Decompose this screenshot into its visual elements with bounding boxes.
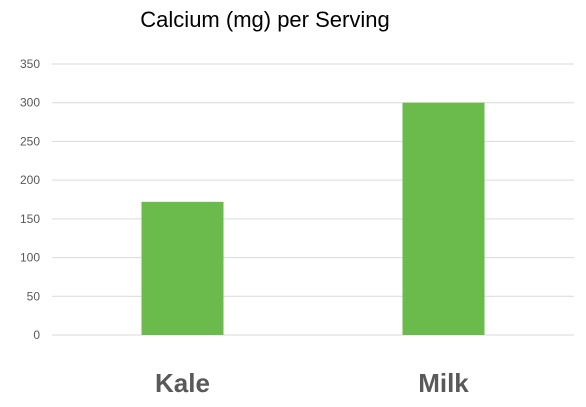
bars <box>141 102 485 335</box>
y-tick-label: 50 <box>27 289 41 303</box>
y-tick-label: 150 <box>20 212 40 226</box>
y-tick-label: 200 <box>20 173 40 187</box>
x-axis-ticks: Kale Milk <box>155 368 469 398</box>
x-tick-label: Milk <box>418 368 469 398</box>
bar-milk <box>402 102 485 335</box>
y-tick-label: 300 <box>20 96 40 110</box>
y-tick-label: 100 <box>20 251 40 265</box>
y-axis-ticks: 0 50 100 150 200 250 300 350 <box>20 57 40 342</box>
y-tick-label: 250 <box>20 134 40 148</box>
y-tick-label: 0 <box>33 328 40 342</box>
bar-kale <box>141 201 224 335</box>
x-tick-label: Kale <box>155 368 210 398</box>
y-tick-label: 350 <box>20 57 40 71</box>
gridlines <box>52 63 574 336</box>
chart-title: Calcium (mg) per Serving <box>140 7 389 32</box>
